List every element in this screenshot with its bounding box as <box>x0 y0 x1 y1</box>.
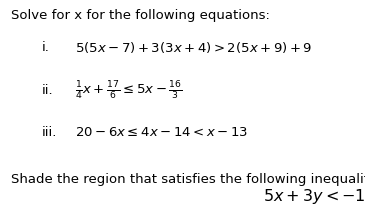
Text: $5(5x-7)+3(3x+4)>2(5x+9)+9$: $5(5x-7)+3(3x+4)>2(5x+9)+9$ <box>75 40 312 55</box>
Text: Shade the region that satisfies the following inequalities.: Shade the region that satisfies the foll… <box>11 173 365 186</box>
Text: i.: i. <box>42 41 50 54</box>
Text: $20-6x\leq 4x-14<x-13$: $20-6x\leq 4x-14<x-13$ <box>75 126 248 139</box>
Text: Solve for x for the following equations:: Solve for x for the following equations: <box>11 9 270 22</box>
Text: ii.: ii. <box>42 84 54 97</box>
Text: iii.: iii. <box>42 126 57 139</box>
Text: $\frac{1}{4}x+\frac{17}{6}\leq 5x-\frac{16}{3}$: $\frac{1}{4}x+\frac{17}{6}\leq 5x-\frac{… <box>75 80 182 102</box>
Text: $5x+3y<-15$: $5x+3y<-15$ <box>263 187 365 206</box>
